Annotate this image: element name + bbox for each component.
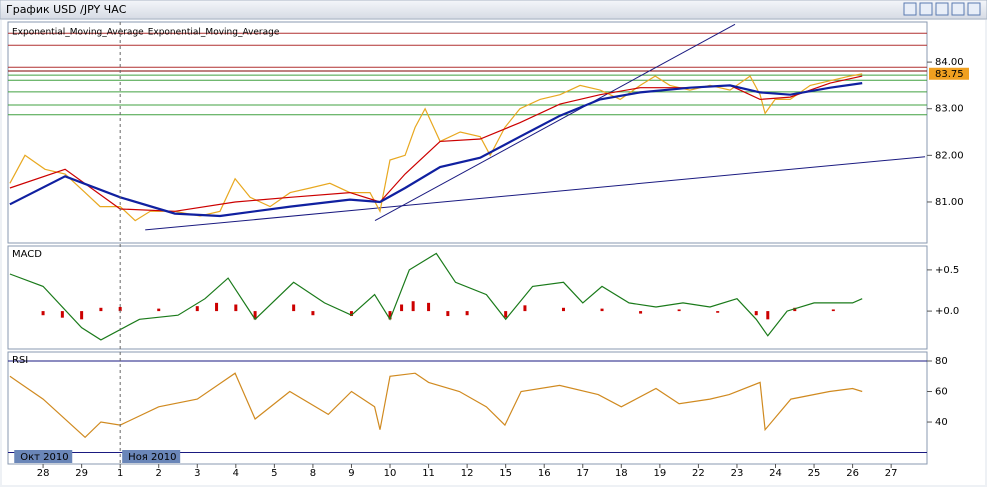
button[interactable] <box>919 2 933 16</box>
histogram-bar <box>253 311 257 320</box>
price-panel <box>7 21 928 244</box>
x-tick-label: 29 <box>75 468 88 479</box>
y-tick-label: +0.5 <box>935 265 959 276</box>
histogram-bar <box>292 304 296 312</box>
series-line <box>9 82 863 218</box>
x-tick-label: 9 <box>348 468 354 479</box>
histogram-bar <box>118 306 122 312</box>
x-tick-label: 8 <box>310 468 316 479</box>
x-tick-label: 10 <box>384 468 397 479</box>
x-tick-label: 11 <box>422 468 435 479</box>
x-tick-label: 16 <box>538 468 551 479</box>
histogram-bar <box>41 311 45 316</box>
trend-line <box>374 23 736 222</box>
x-tick-label: 12 <box>461 468 474 479</box>
y-tick-label: 83.00 <box>935 104 964 115</box>
histogram-bar <box>523 305 527 312</box>
panel-title: MACD <box>12 249 42 260</box>
histogram-bar <box>793 307 797 312</box>
histogram-bar <box>60 311 64 318</box>
y-tick-label: 81.00 <box>935 197 964 208</box>
x-tick-label: 24 <box>769 468 782 479</box>
x-tick-label: 23 <box>731 468 744 479</box>
y-tick-label: 40 <box>935 417 948 428</box>
x-tick-label: 4 <box>233 468 239 479</box>
histogram-bar <box>754 311 758 316</box>
x-tick-label: 19 <box>653 468 666 479</box>
month-label: Ноя 2010 <box>128 452 176 463</box>
histogram-bar <box>388 311 392 320</box>
x-tick-label: 1 <box>117 468 123 479</box>
histogram-bar <box>427 302 431 312</box>
x-tick-label: 3 <box>194 468 200 479</box>
histogram-bar <box>349 311 353 317</box>
window-title: График USD /JPY ЧАС <box>6 3 127 16</box>
histogram-bar <box>504 311 508 318</box>
macd-panel <box>7 245 928 350</box>
x-tick-label: 2 <box>156 468 162 479</box>
legend-entry: Exponential_Moving_Average <box>12 28 144 38</box>
histogram-bar <box>766 311 770 320</box>
histogram-bar <box>80 311 84 320</box>
month-label: Окт 2010 <box>20 452 68 463</box>
x-tick-label: 18 <box>615 468 628 479</box>
histogram-bar <box>311 311 315 316</box>
button[interactable] <box>935 2 949 16</box>
y-tick-label: 80 <box>935 356 948 367</box>
histogram-bar <box>716 311 720 313</box>
histogram-bar <box>561 307 565 312</box>
button[interactable] <box>967 2 981 16</box>
x-tick-label: 17 <box>576 468 589 479</box>
x-tick-label: 15 <box>499 468 512 479</box>
histogram-bar <box>600 308 604 312</box>
series-line <box>9 252 863 341</box>
y-tick-label: 82.00 <box>935 150 964 161</box>
histogram-bar <box>677 309 681 312</box>
x-tick-label: 25 <box>808 468 821 479</box>
x-tick-label: 22 <box>692 468 705 479</box>
legend-entry: Exponential_Moving_Average <box>148 28 280 38</box>
histogram-bar <box>157 308 161 312</box>
histogram-bar <box>215 302 219 312</box>
histogram-bar <box>99 307 103 312</box>
trend-line <box>145 156 926 231</box>
panel-title: RSI <box>12 355 28 366</box>
month-label-box <box>122 450 181 463</box>
month-label-box <box>14 450 73 463</box>
histogram-bar <box>446 311 450 317</box>
x-tick-label: 26 <box>846 468 859 479</box>
window-buttons[interactable] <box>903 2 981 16</box>
x-tick-label: 5 <box>271 468 277 479</box>
histogram-bar <box>234 304 238 312</box>
series-line <box>9 372 863 439</box>
rsi-panel <box>7 351 928 465</box>
histogram-bar <box>831 309 835 312</box>
x-tick-label: 27 <box>885 468 898 479</box>
y-tick-label: +0.0 <box>935 306 959 317</box>
y-tick-label: 60 <box>935 387 948 398</box>
last-price-box <box>929 67 969 80</box>
histogram-bar <box>195 306 199 312</box>
histogram-bar <box>465 311 469 316</box>
histogram-bar <box>411 301 415 312</box>
x-tick-label: 28 <box>37 468 50 479</box>
histogram-bar <box>400 304 404 312</box>
y-tick-label: 84.00 <box>935 57 964 68</box>
title-bar <box>0 0 987 20</box>
histogram-bar <box>639 311 643 314</box>
series-line <box>9 75 863 212</box>
button[interactable] <box>951 2 965 16</box>
last-price-label: 83.75 <box>935 69 964 80</box>
button[interactable] <box>903 2 917 16</box>
